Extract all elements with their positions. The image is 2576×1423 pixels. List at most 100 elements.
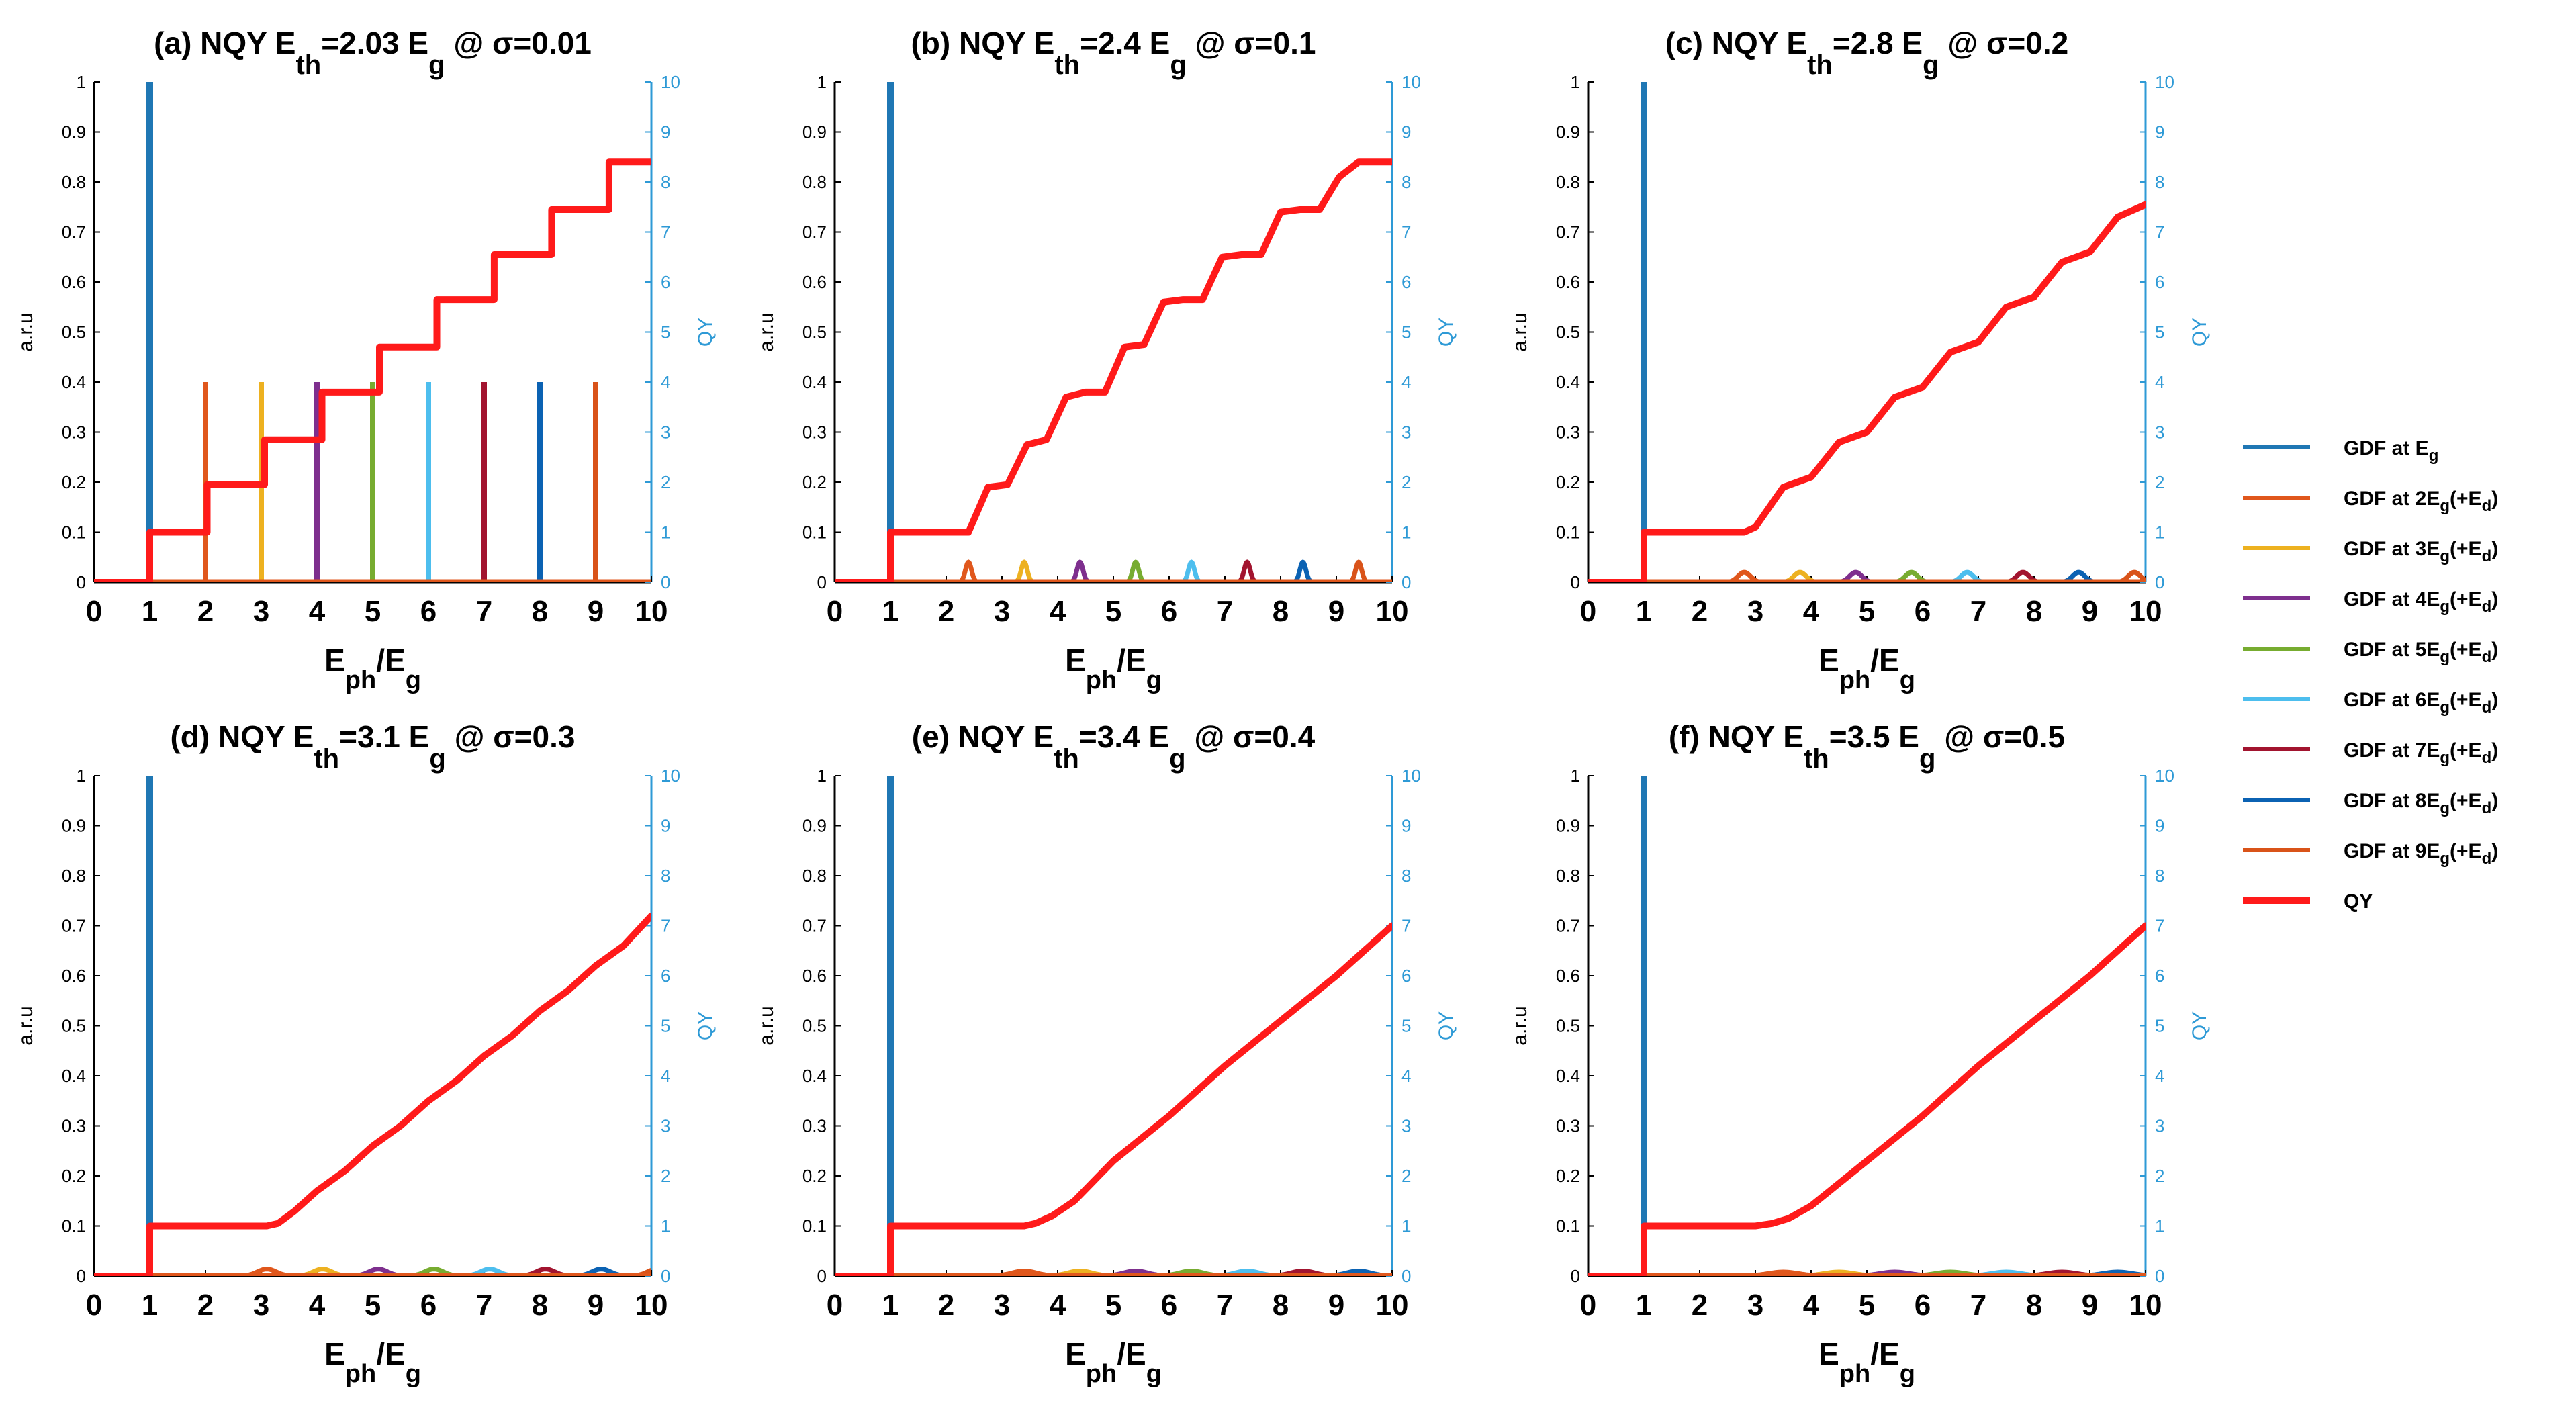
legend-label: GDF at 2Eg(+Ed) (2344, 488, 2498, 515)
y-right-axis-label: QY (694, 318, 717, 347)
y-right-tick-label: 1 (2155, 522, 2164, 543)
x-tick-label: 7 (476, 595, 492, 628)
y-right-axis-label: QY (694, 1011, 717, 1040)
legend-label: GDF at 8Eg(+Ed) (2344, 790, 2498, 817)
gdf-curve-3eg (1013, 1268, 1147, 1276)
legend-label: GDF at 6Eg(+Ed) (2344, 689, 2498, 717)
y-left-axis-label: a.r.u (15, 312, 37, 351)
x-axis-label: Eph/Eg (1065, 643, 1162, 694)
y-right-tick-label: 4 (1401, 372, 1411, 392)
x-tick-label: 8 (1273, 1289, 1289, 1322)
gdf-curves (94, 82, 651, 582)
legend-item: GDF at 9Eg(+Ed) (2243, 840, 2498, 868)
y-right-tick-label: 6 (1401, 966, 1411, 986)
gdf-curve-4eg (1822, 569, 1890, 582)
x-tick-label: 3 (253, 595, 269, 628)
y-right-tick-label: 9 (661, 816, 670, 836)
y-left-tick-label: 0 (1571, 572, 1580, 592)
legend-label: GDF at 4Eg(+Ed) (2344, 588, 2498, 616)
x-tick-label: 2 (197, 1289, 214, 1322)
x-tick-label: 7 (1970, 595, 1986, 628)
x-tick-label: 10 (1376, 595, 1409, 628)
y-right-tick-label: 7 (2155, 222, 2164, 242)
x-axis-label: Eph/Eg (1819, 643, 1915, 694)
x-tick-label: 5 (1105, 1289, 1121, 1322)
y-right-tick-label: 7 (2155, 916, 2164, 936)
y-left-tick-label: 0.1 (802, 522, 827, 543)
y-right-tick-label: 2 (2155, 1166, 2164, 1186)
x-axis-label: Eph/Eg (324, 643, 421, 694)
x-tick-label: 9 (588, 1289, 604, 1322)
y-right-tick-label: 9 (2155, 816, 2164, 836)
gdf-curves (835, 776, 1392, 1276)
y-right-tick-label: 9 (1401, 816, 1411, 836)
y-left-tick-label: 0 (1571, 1266, 1580, 1286)
qy-line (94, 158, 651, 582)
gdf-curves (1588, 776, 2146, 1276)
chart-panel-f: (f) NQY Eth=3.5 Eg @ σ=0.5 0 0.1 0.2 0.3 0.4 0… (1509, 719, 2211, 1388)
x-tick-label: 4 (1803, 595, 1820, 628)
y-right-tick-label: 3 (2155, 1116, 2164, 1136)
panel-title: (d) NQY Eth=3.1 Eg @ σ=0.3 (170, 719, 575, 774)
x-tick-label: 9 (1328, 595, 1344, 628)
qy-line (94, 912, 651, 1276)
y-right-tick-label: 1 (2155, 1216, 2164, 1236)
y-left-axis-label: a.r.u (1509, 312, 1531, 351)
x-tick-label: 8 (532, 1289, 548, 1322)
y-left-tick-label: 0.2 (802, 1166, 827, 1186)
y-left-tick-label: 0.2 (62, 1166, 86, 1186)
gdf-curve-2eg (1710, 569, 1778, 582)
x-tick-label: 5 (1859, 1289, 1875, 1322)
gdf-curve-2eg (957, 1268, 1091, 1276)
chart-panel-e: (e) NQY Eth=3.4 Eg @ σ=0.4 0 0.1 0.2 0.3 0.4 0… (755, 719, 1457, 1388)
x-tick-label: 0 (86, 595, 102, 628)
gdf-curve-5eg (1124, 1268, 1258, 1276)
gdf-curve-3eg (272, 1267, 373, 1276)
qy-line (835, 158, 1392, 582)
x-tick-label: 9 (1328, 1289, 1344, 1322)
y-left-tick-label: 0.5 (1556, 1016, 1580, 1036)
legend-item: GDF at 2Eg(+Ed) (2243, 488, 2498, 515)
y-right-tick-label: 2 (2155, 472, 2164, 492)
y-right-tick-label: 0 (2155, 1266, 2164, 1286)
x-tick-label: 4 (309, 1289, 326, 1322)
gdf-curve-8eg (551, 1267, 651, 1276)
y-left-tick-label: 0.8 (1556, 866, 1580, 886)
y-left-tick-label: 0.5 (802, 1016, 827, 1036)
y-right-tick-label: 3 (1401, 1116, 1411, 1136)
x-axis-label: Eph/Eg (1065, 1336, 1162, 1388)
y-right-tick-label: 8 (1401, 866, 1411, 886)
legend-item: QY (2243, 890, 2373, 913)
y-left-tick-label: 0.6 (802, 272, 827, 292)
x-tick-label: 5 (365, 1289, 381, 1322)
y-right-tick-label: 10 (2155, 72, 2174, 92)
legend-item: GDF at 4Eg(+Ed) (2243, 588, 2498, 616)
y-left-tick-label: 0 (817, 572, 827, 592)
chart-panel-b: (b) NQY Eth=2.4 Eg @ σ=0.1 0 0.1 0.2 0.3 0.4 0… (755, 26, 1457, 694)
legend-item: GDF at Eg (2243, 437, 2438, 465)
y-left-tick-label: 0.3 (1556, 1116, 1580, 1136)
y-right-tick-label: 1 (1401, 522, 1411, 543)
y-left-tick-label: 0.2 (1556, 472, 1580, 492)
qy-line (1588, 922, 2146, 1276)
x-tick-label: 4 (1803, 1289, 1820, 1322)
x-tick-label: 8 (2026, 1289, 2042, 1322)
y-right-tick-label: 2 (661, 1166, 670, 1186)
y-left-axis-label: a.r.u (15, 1006, 37, 1045)
x-tick-label: 3 (253, 1289, 269, 1322)
y-left-tick-label: 0.4 (802, 372, 827, 392)
y-left-tick-label: 0.7 (62, 916, 86, 936)
y-left-tick-label: 0.4 (62, 372, 86, 392)
y-right-tick-label: 0 (661, 572, 670, 592)
y-left-tick-label: 0.7 (1556, 916, 1580, 936)
y-right-tick-label: 4 (1401, 1066, 1411, 1086)
x-tick-label: 1 (142, 1289, 158, 1322)
x-tick-label: 9 (588, 595, 604, 628)
y-right-tick-label: 6 (1401, 272, 1411, 292)
y-right-tick-label: 10 (2155, 766, 2174, 786)
x-tick-label: 7 (1217, 1289, 1233, 1322)
y-left-tick-label: 0.3 (802, 1116, 827, 1136)
y-right-tick-label: 3 (661, 422, 670, 443)
y-right-tick-label: 6 (661, 272, 670, 292)
y-right-tick-label: 0 (2155, 572, 2164, 592)
